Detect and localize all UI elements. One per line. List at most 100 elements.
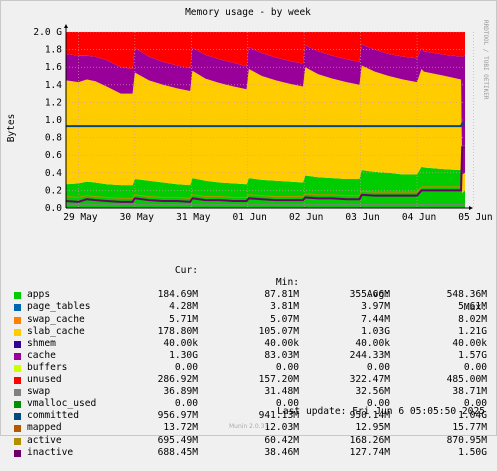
x-tick-label: 03 Jun (345, 212, 379, 223)
legend-name: inactive (27, 446, 74, 458)
x-tick-label: 30 May (120, 212, 155, 223)
x-tick-label: 31 May (176, 212, 211, 223)
y-tick-label: 2.0 G (33, 27, 62, 38)
legend-cur: 286.92M (157, 374, 198, 386)
legend-name: mapped (27, 422, 62, 434)
legend-swatch (14, 328, 21, 336)
area-slab-cache (66, 65, 465, 194)
legend-swatch (14, 316, 21, 324)
legend-avg: 244.33M (349, 349, 390, 361)
legend-cur: 36.89M (163, 386, 198, 398)
legend-min: 87.81M (264, 289, 299, 301)
legend-row-vmalloc-used: vmalloc_used 0.00 0.00 0.00 0.00 (10, 398, 490, 410)
legend-min: 38.46M (264, 446, 299, 458)
legend-row-buffers: buffers 0.00 0.00 0.00 0.00 (10, 362, 490, 374)
y-axis-label: Bytes (6, 114, 17, 143)
legend-row-swap: swap 36.89M 31.48M 32.56M 38.71M (10, 386, 490, 398)
legend-min: 60.42M (264, 434, 299, 446)
legend-swatch (14, 377, 21, 385)
legend-cur: 0.00 (174, 398, 198, 410)
legend-min: 0.00 (275, 361, 299, 373)
legend-avg: 32.56M (355, 386, 390, 398)
line-active (65, 145, 465, 199)
y-tick-label: 0.8 (45, 133, 62, 144)
line-inactive (65, 146, 465, 203)
legend-name: swap (27, 386, 51, 398)
legend-name: committed (27, 410, 79, 422)
legend-name: slab_cache (27, 325, 85, 337)
x-tick-label: 05 Jun (458, 212, 492, 223)
legend-name: apps (27, 289, 51, 301)
legend-min: 83.03M (264, 349, 299, 361)
legend-swatch (14, 340, 21, 348)
legend-avg: 3.97M (361, 301, 390, 313)
legend-max: 0.00 (463, 398, 487, 410)
legend-row-cache: cache 1.30G 83.03M 244.33M 1.57G (10, 350, 490, 362)
legend-min: 105.07M (258, 325, 299, 337)
legend-header-min: Min: (275, 277, 299, 289)
legend-swatch (14, 449, 21, 457)
legend-avg: 950.14M (349, 410, 390, 422)
area-unused (66, 32, 465, 69)
legend-row-inactive: inactive 688.45M 38.46M 127.74M 1.50G (10, 447, 490, 459)
legend: Cur: Min: Avg: Max: apps 184.69M 87.81M 355… (10, 229, 490, 471)
legend-max: 5.61M (458, 301, 487, 313)
chart-title: Memory usage - by week (185, 7, 311, 18)
legend-avg: 355.66M (349, 289, 390, 301)
legend-swatch (14, 437, 21, 445)
legend-header-cur: Cur: (174, 265, 198, 277)
side-label: RRDTOOL / TOBI OETIKER (482, 20, 489, 100)
legend-cur: 13.72M (163, 422, 198, 434)
legend-name: swap_cache (27, 313, 85, 325)
legend-max: 1.50G (458, 446, 487, 458)
legend-avg: 1.03G (361, 325, 390, 337)
x-tick-label: 04 Jun (402, 212, 436, 223)
memory-chart: Memory usage - by week Bytes RRDTOOL / T… (6, 7, 493, 223)
legend-min: 941.13M (258, 410, 299, 422)
legend-max: 870.95M (446, 434, 487, 446)
legend-name: buffers (27, 361, 68, 373)
legend-min: 12.03M (264, 422, 299, 434)
legend-row-active: active 695.49M 60.42M 168.26M 870.95M (10, 435, 490, 447)
legend-avg: 12.95M (355, 422, 390, 434)
legend-min: 5.07M (270, 313, 299, 325)
y-tick-label: 1.0 (45, 115, 62, 126)
legend-min: 31.48M (264, 386, 299, 398)
y-tick-label: 0.0 (45, 203, 62, 214)
legend-max: 1.21G (458, 325, 487, 337)
y-tick-label: 0.6 (45, 150, 62, 161)
legend-min: 157.20M (258, 374, 299, 386)
legend-max: 485.00M (446, 374, 487, 386)
legend-max: 0.00 (463, 361, 487, 373)
legend-avg: 127.74M (349, 446, 390, 458)
legend-swatch (14, 425, 21, 433)
legend-cur: 4.28M (169, 301, 198, 313)
legend-row-shmem: shmem 40.00k 40.00k 40.00k 40.00k (10, 338, 490, 350)
legend-name: unused (27, 374, 62, 386)
legend-cur: 178.80M (157, 325, 198, 337)
y-tick-label: 1.2 (45, 97, 62, 108)
legend-max: 8.02M (458, 313, 487, 325)
legend-avg: 0.00 (366, 361, 390, 373)
legend-cur: 1.30G (169, 349, 198, 361)
legend-max: 40.00k (452, 337, 487, 349)
line-committed (66, 122, 465, 128)
legend-min: 0.00 (275, 398, 299, 410)
legend-swatch (14, 364, 21, 372)
x-tick-label: 29 May (63, 212, 98, 223)
last-update: Last update: Fri Jun 6 05:05:50 2025 (277, 406, 485, 417)
legend-row-swap-cache: swap_cache 5.71M 5.07M 7.44M 8.02M (10, 314, 490, 326)
legend-row-committed: committed 956.97M 941.13M 950.14M 1.04G (10, 410, 490, 422)
y-axis-arrow (64, 24, 68, 28)
legend-cur: 184.69M (157, 289, 198, 301)
legend-header-avg: Avg: (366, 289, 390, 301)
legend-cur: 0.00 (174, 361, 198, 373)
legend-avg: 0.00 (366, 398, 390, 410)
legend-swatch (14, 401, 21, 409)
legend-cur: 5.71M (169, 313, 198, 325)
legend-row-slab-cache: slab_cache 178.80M 105.07M 1.03G 1.21G (10, 326, 490, 338)
legend-swatch (14, 389, 21, 397)
legend-name: shmem (27, 337, 56, 349)
legend-max: 1.57G (458, 349, 487, 361)
legend-row-apps: apps 184.69M 87.81M 355.66M 548.36M (10, 289, 490, 301)
